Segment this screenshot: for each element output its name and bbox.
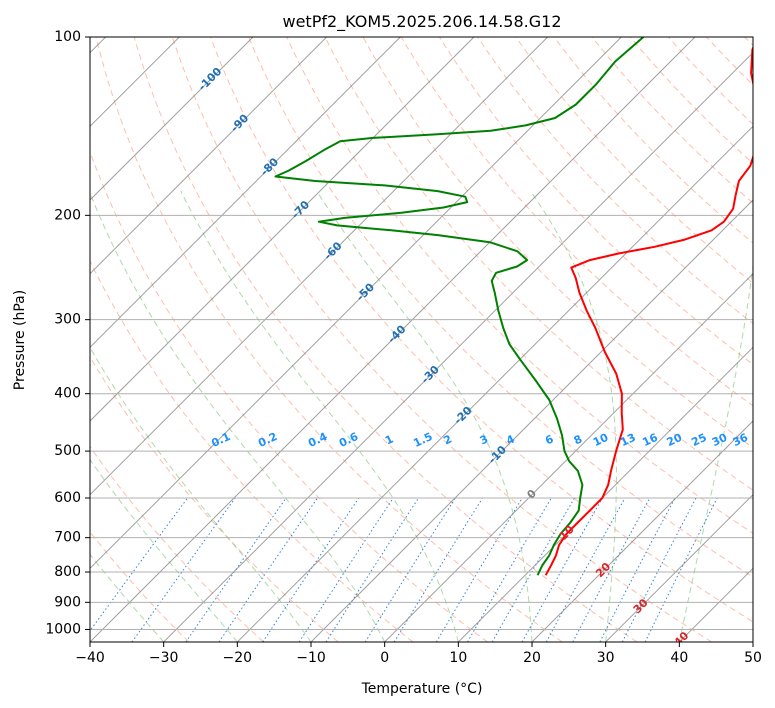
dewpoint-profile-line: [274, 37, 645, 576]
mixing-ratio-label: 36: [731, 431, 751, 449]
mixing-ratio-label: 30: [710, 431, 730, 449]
moist-adiabat-line: [90, 191, 386, 642]
isotherm-line: [90, 37, 328, 275]
x-tick-label: −30: [149, 650, 179, 666]
mixing-ratio-line: [90, 497, 189, 632]
x-tick-label: −40: [75, 650, 105, 666]
grid-layer: [90, 37, 753, 642]
mixing-ratio-label: 25: [689, 431, 708, 449]
mixing-ratio-line: [545, 497, 626, 642]
moist-adiabat-line: [678, 261, 753, 642]
y-tick-label: 400: [54, 386, 81, 402]
x-tick-label: 10: [449, 650, 467, 666]
mixing-ratio-line: [364, 497, 456, 642]
mixing-ratio-label: 20: [665, 431, 685, 449]
dry-adiabat-line: [210, 37, 753, 623]
y-tick-label: 1000: [45, 621, 81, 637]
x-axis-title: Temperature (°C): [361, 681, 483, 697]
x-tick-label: 50: [744, 650, 762, 666]
dry-adiabat-line: [324, 37, 753, 491]
mixing-ratio-label: 16: [640, 431, 660, 449]
mixing-ratio-line: [131, 497, 236, 642]
isotherm-line: [310, 199, 753, 642]
isotherm-line: [90, 37, 549, 496]
dry-adiabat-line: [90, 356, 339, 642]
y-tick-label: 900: [54, 594, 81, 610]
x-tick-label: 30: [597, 650, 615, 666]
dry-adiabat-line: [133, 37, 638, 642]
x-tick-label: 0: [380, 650, 389, 666]
isotherm-line: [163, 51, 753, 642]
mixing-ratio-line: [572, 497, 651, 642]
data-layer: [274, 37, 753, 576]
moist-adiabat-line: [530, 190, 617, 642]
x-tick-label: 40: [670, 650, 688, 666]
axis-layer: −40 −30 −20 −10 0 10 20 30 40 50 100 200 300 400 500 60…: [45, 29, 762, 666]
y-tick-label: 700: [54, 530, 81, 546]
mixing-ratio-line: [393, 497, 483, 642]
moist-adiabat-line: [90, 553, 165, 642]
x-tick-label: 20: [523, 650, 541, 666]
dry-adiabat-line: [248, 37, 753, 578]
isotherm-line: [531, 420, 753, 642]
y-tick-label: 600: [54, 490, 81, 506]
dry-adiabat-line: [95, 37, 563, 642]
y-tick-label: 200: [54, 207, 81, 223]
dry-adiabat-line: [171, 37, 712, 642]
dry-adiabat-line: [90, 259, 414, 642]
y-tick-label: 300: [54, 312, 81, 328]
temperature-profile-line: [544, 45, 753, 576]
isotherm-line: [384, 272, 753, 642]
moist-adiabat-line: [316, 190, 533, 642]
y-tick-label: 500: [54, 443, 81, 459]
isotherm-line: [90, 37, 696, 642]
mixing-ratio-label: 13: [618, 431, 637, 449]
plot-frame: [89, 36, 754, 643]
x-tick-label: −20: [223, 650, 253, 666]
x-tick-label: −10: [296, 650, 326, 666]
dry-adiabat-line: [286, 37, 753, 534]
mixing-ratio-line: [262, 497, 360, 642]
mixing-ratio-line: [435, 497, 523, 642]
isotherm-line: [605, 493, 753, 642]
isotherm-line: [90, 37, 401, 349]
moist-adiabat-line: [180, 190, 459, 642]
chart-title: wetPf2_KOM5.2025.206.14.58.G12: [282, 12, 561, 32]
moist-adiabat-line: [90, 458, 238, 642]
isotherm-line: [236, 125, 753, 642]
dry-adiabat-line: [90, 445, 264, 642]
y-axis-title: Pressure (hPa): [12, 290, 28, 390]
mixing-ratio-label: 10: [591, 431, 611, 449]
mixing-ratio-line: [644, 497, 718, 642]
isotherm-line: [90, 37, 622, 570]
y-tick-label: 100: [54, 29, 81, 45]
mixing-ratio-line: [621, 497, 697, 642]
isotherm-line: [457, 346, 753, 642]
y-tick-label: 800: [54, 564, 81, 580]
mixing-ratio-line: [599, 497, 676, 642]
dry-adiabat-line: [515, 37, 753, 284]
isotherm-line: [90, 37, 254, 201]
